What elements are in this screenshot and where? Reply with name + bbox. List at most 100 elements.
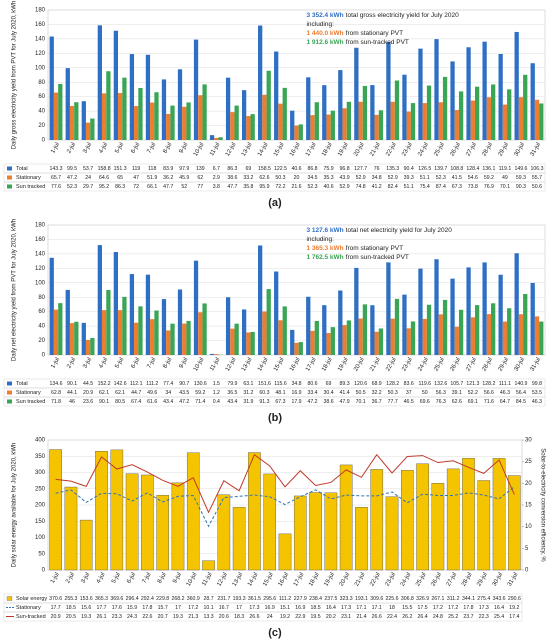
table-value: 25.4 <box>494 614 504 620</box>
legend-label: Sun-tracked <box>16 614 46 620</box>
table-value: 66.1 <box>147 184 157 190</box>
bar <box>482 262 487 355</box>
table-value: 52.3 <box>307 184 317 190</box>
bar <box>446 468 460 571</box>
bar <box>507 308 512 355</box>
table-value: 120.6 <box>354 381 367 387</box>
bar <box>442 299 448 355</box>
table-value: 99.8 <box>532 381 542 387</box>
table-value: 52.9 <box>340 184 350 190</box>
bar <box>106 71 111 140</box>
bar <box>518 97 524 140</box>
table-value: 64.7 <box>500 399 510 405</box>
bar <box>355 507 368 571</box>
bar <box>530 63 535 140</box>
bar <box>406 328 411 355</box>
x-tick-label: 19-jul <box>337 357 350 373</box>
y-tick-label: 150 <box>35 519 46 525</box>
bar <box>198 312 203 355</box>
table-value: 158.8 <box>98 166 111 172</box>
table-value: 26.1 <box>96 614 106 620</box>
table-value: 118 <box>148 166 156 172</box>
x-tick-label: 7-jul <box>146 142 157 155</box>
bar <box>466 267 471 355</box>
table-value: 151.6 <box>258 381 271 387</box>
x-tick-label: 29-jul <box>497 142 510 158</box>
table-value: 20.7 <box>158 614 168 620</box>
bar <box>258 245 263 355</box>
bar <box>314 102 319 140</box>
table-value: 18.5 <box>311 605 321 611</box>
bar <box>202 84 207 140</box>
table-value: 23.6 <box>83 399 93 405</box>
x-tick-label: 21-jul <box>354 572 367 588</box>
table-value: 34.5 <box>307 175 317 181</box>
table-value: 17.6 <box>112 605 122 611</box>
panel-label: (b) <box>268 412 282 424</box>
table-value: 326.9 <box>416 596 429 602</box>
table-value: 32.2 <box>372 390 382 396</box>
bar <box>394 80 400 140</box>
bar <box>101 310 107 355</box>
table-value: 62.6 <box>259 175 269 181</box>
bar <box>539 321 544 355</box>
bar <box>230 328 235 355</box>
table-value: 69 <box>326 381 332 387</box>
bar <box>170 323 175 355</box>
y-tick-label: 140 <box>35 251 46 257</box>
bar <box>79 519 93 571</box>
bar <box>186 452 200 571</box>
x-tick-label: 23-jul <box>401 357 414 373</box>
table-value: 112.1 <box>130 381 143 387</box>
x-tick-label: 24-jul <box>417 142 430 158</box>
table-value: 49.6 <box>147 390 157 396</box>
bar <box>338 70 343 140</box>
y-axis-label: Daily solar energy available for July 20… <box>12 443 18 568</box>
bar <box>310 330 315 355</box>
table-value: 17 <box>236 605 242 611</box>
x-tick-label: 3-jul <box>82 357 93 370</box>
table-value: 16.4 <box>494 605 504 611</box>
x-tick-label: 1-jul <box>50 142 61 155</box>
table-value: 152.2 <box>98 381 111 387</box>
bar <box>49 449 62 571</box>
table-value: 16.9 <box>265 605 275 611</box>
bar <box>186 102 191 140</box>
table-value: 62.1 <box>115 390 125 396</box>
table-value: 35.8 <box>243 184 253 190</box>
annotation-value: 1 762.5 kWh <box>306 254 343 261</box>
table-value: 255.3 <box>64 596 77 602</box>
legend-key <box>7 399 12 404</box>
table-value: 46.3 <box>500 390 510 396</box>
x-tick-label: 15-jul <box>273 357 286 373</box>
y-tick-label: 400 <box>35 438 46 444</box>
bar <box>209 353 215 355</box>
bar <box>154 92 159 140</box>
y-tick-label: 160 <box>35 237 46 243</box>
table-value: 52.2 <box>468 390 478 396</box>
table-value: 19.2 <box>280 614 290 620</box>
x-tick-label: 11-jul <box>209 142 221 157</box>
table-value: 35.3 <box>324 175 334 181</box>
table-value: 119.6 <box>418 381 431 387</box>
table-value: 22.4 <box>387 614 397 620</box>
x-tick-label: 16-jul <box>289 357 302 373</box>
bar <box>113 252 119 355</box>
x-tick-label: 28-jul <box>481 357 494 373</box>
bar <box>434 39 439 140</box>
table-value: 111.1 <box>499 381 511 387</box>
bar <box>134 106 139 140</box>
y2-tick-label: 25 <box>525 459 532 465</box>
bar <box>278 533 292 571</box>
x-tick-label: 22-jul <box>369 572 382 588</box>
x-tick-label: 23-jul <box>385 572 398 588</box>
y-tick-label: 140 <box>35 36 46 42</box>
table-value: 59.2 <box>484 175 494 181</box>
bar <box>193 39 199 140</box>
table-value: 47.9 <box>340 399 350 405</box>
table-value: 37 <box>406 390 412 396</box>
table-value: 290.6 <box>508 596 521 602</box>
x-tick-label: 20-jul <box>339 572 352 588</box>
table-value: 295.6 <box>263 596 276 602</box>
x-tick-label: 5-jul <box>114 357 125 370</box>
